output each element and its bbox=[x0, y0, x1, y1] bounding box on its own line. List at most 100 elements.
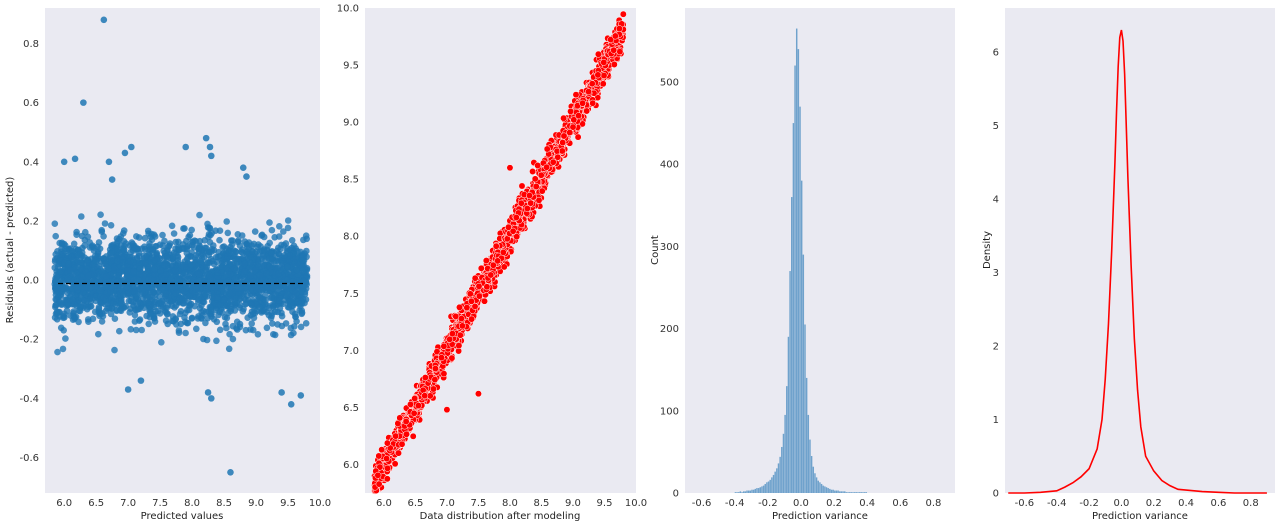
y-tick-label: 0 bbox=[673, 489, 679, 500]
prediction-point bbox=[517, 199, 525, 207]
residual-point bbox=[136, 316, 144, 323]
residual-point bbox=[172, 315, 179, 322]
prediction-point bbox=[554, 153, 562, 161]
residual-point bbox=[223, 218, 230, 225]
residual-point bbox=[237, 295, 244, 303]
residual-point bbox=[105, 265, 113, 273]
residual-point bbox=[231, 275, 239, 282]
prediction-point bbox=[463, 304, 471, 312]
histogram-bar bbox=[779, 456, 781, 493]
prediction-point bbox=[583, 107, 591, 115]
prediction-point bbox=[410, 409, 418, 417]
x-tick-label: 7.5 bbox=[152, 498, 168, 509]
histogram-bar bbox=[857, 492, 859, 493]
y-tick-label: 8.0 bbox=[343, 232, 359, 243]
residual-point bbox=[127, 326, 135, 333]
residual-point bbox=[226, 271, 234, 278]
residual-point bbox=[117, 233, 125, 240]
residual-point bbox=[281, 296, 289, 304]
histogram-bar bbox=[787, 336, 790, 493]
histogram-bar bbox=[858, 492, 861, 493]
residual-outlier-point bbox=[287, 400, 295, 408]
residual-point bbox=[239, 254, 247, 262]
residual-point bbox=[111, 315, 119, 323]
histogram-bar bbox=[791, 197, 793, 493]
residual-point bbox=[138, 288, 146, 296]
residual-point bbox=[124, 267, 131, 274]
histogram-bar bbox=[802, 254, 805, 493]
histogram-bar bbox=[739, 491, 742, 493]
residual-point bbox=[102, 260, 109, 267]
residual-y-axis-label: Residuals (actual - predicted) bbox=[5, 177, 16, 324]
prediction-point bbox=[529, 168, 537, 175]
residual-point bbox=[258, 278, 265, 286]
x-tick-label: 0.4 bbox=[859, 498, 875, 509]
residual-point bbox=[136, 265, 144, 272]
residual-point bbox=[250, 278, 258, 286]
residual-point bbox=[88, 243, 96, 251]
residual-point bbox=[125, 289, 132, 297]
residual-point bbox=[126, 309, 133, 316]
histogram-bar bbox=[797, 49, 800, 493]
residual-point bbox=[118, 299, 125, 307]
y-tick-label: 200 bbox=[660, 324, 679, 335]
residual-point bbox=[129, 299, 137, 306]
prediction-point bbox=[523, 205, 531, 212]
density-x-axis-label: Prediction variance bbox=[1092, 511, 1188, 522]
histogram-bar bbox=[744, 491, 747, 493]
residual-point bbox=[217, 301, 224, 309]
histogram-bar bbox=[752, 489, 755, 493]
residual-point bbox=[92, 297, 100, 305]
residual-point bbox=[280, 252, 288, 259]
x-tick-label: 10.0 bbox=[625, 498, 647, 509]
residual-point bbox=[64, 274, 72, 282]
residual-outlier-point bbox=[108, 176, 116, 183]
residual-point bbox=[232, 248, 239, 255]
histogram-x-axis-label: Prediction variance bbox=[772, 511, 868, 522]
residual-point bbox=[98, 268, 106, 275]
y-tick-label: 7.0 bbox=[343, 346, 359, 357]
prediction-point bbox=[448, 354, 456, 362]
residual-point bbox=[158, 339, 165, 346]
prediction-point bbox=[615, 25, 623, 33]
residual-point bbox=[284, 217, 292, 224]
histogram-bar bbox=[776, 468, 778, 493]
residual-point bbox=[220, 243, 228, 250]
residual-point bbox=[262, 296, 269, 304]
residual-point bbox=[196, 242, 203, 250]
prediction-point bbox=[526, 192, 533, 199]
residual-point bbox=[227, 305, 235, 313]
residual-point bbox=[57, 299, 64, 306]
residual-point bbox=[251, 228, 259, 235]
residual-outlier-point bbox=[121, 149, 129, 157]
y-tick-label: 0.8 bbox=[23, 39, 39, 50]
histogram-bar bbox=[827, 488, 829, 493]
residual-point bbox=[135, 234, 143, 241]
x-tick-label: 7.0 bbox=[120, 498, 136, 509]
x-tick-label: -0.4 bbox=[725, 498, 745, 509]
residual-point bbox=[113, 278, 120, 286]
prediction-point bbox=[558, 147, 566, 155]
y-tick-label: 8.5 bbox=[343, 175, 359, 186]
prediction-point bbox=[494, 257, 502, 265]
residual-point bbox=[111, 295, 119, 303]
residual-outlier-point bbox=[243, 173, 250, 180]
residual-point bbox=[268, 226, 276, 234]
residual-point bbox=[151, 318, 159, 325]
residual-point bbox=[195, 296, 202, 303]
residual-outlier-point bbox=[227, 468, 234, 476]
residual-point bbox=[276, 223, 283, 230]
x-tick-label: 8.5 bbox=[534, 498, 550, 509]
residual-point bbox=[62, 335, 69, 342]
residual-point bbox=[162, 317, 170, 325]
prediction-point bbox=[407, 400, 414, 408]
residual-point bbox=[280, 228, 287, 235]
histogram-bar bbox=[757, 488, 760, 493]
residual-point bbox=[200, 275, 208, 282]
residual-point bbox=[275, 297, 283, 304]
prediction-point bbox=[375, 480, 383, 488]
y-tick-label: -0.2 bbox=[19, 335, 39, 346]
residual-point bbox=[183, 255, 191, 263]
residual-point bbox=[292, 245, 300, 252]
